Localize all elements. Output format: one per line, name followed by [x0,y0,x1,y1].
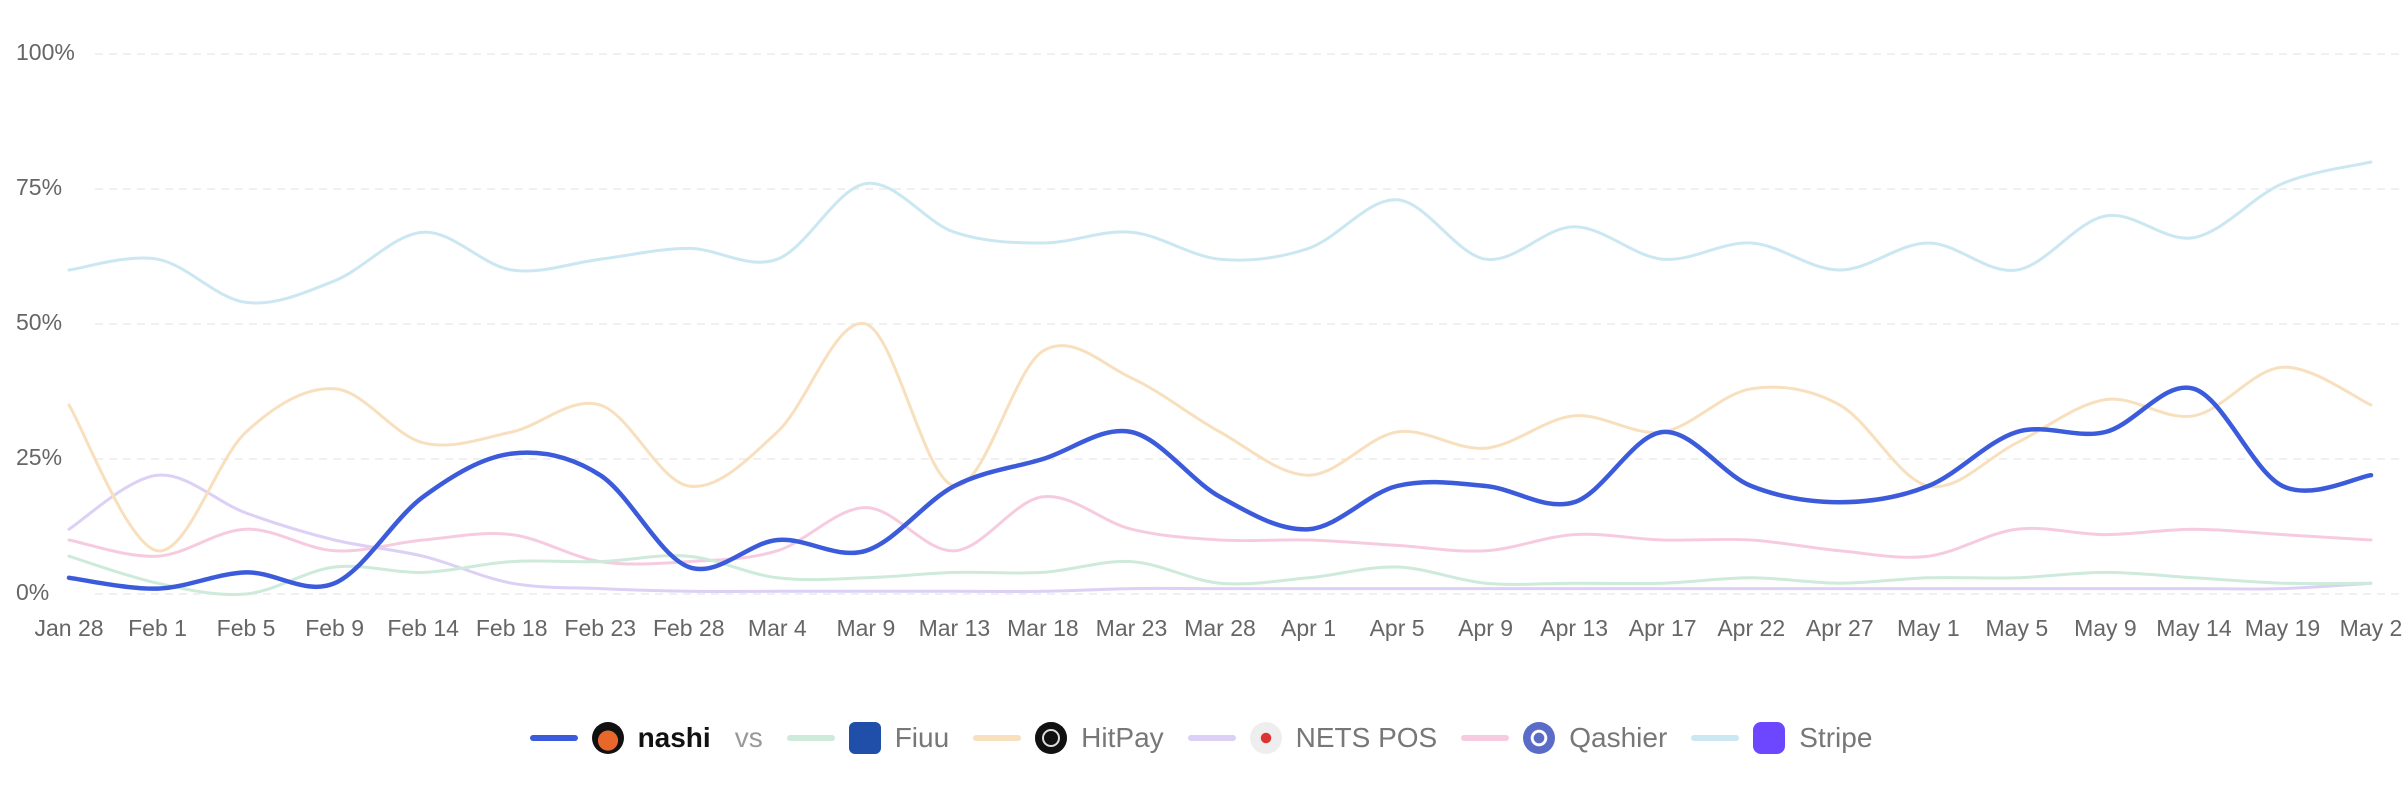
x-tick-label: Mar 13 [919,615,991,641]
legend-icon [1249,722,1282,754]
legend-label: Qashier [1569,722,1668,753]
x-tick-label: Mar 9 [836,615,895,641]
x-tick-label: Apr 22 [1717,615,1785,641]
x-tick-label: Apr 5 [1370,615,1425,641]
x-tick-label: May 19 [2245,615,2320,641]
legend-swatch [1187,735,1236,741]
x-tick-label: Feb 1 [128,615,187,641]
legend-icon [848,722,881,754]
x-tick-label: Feb 18 [476,615,548,641]
y-tick-label: 100% [16,39,75,65]
legend-icon [1523,722,1556,754]
series-line [67,160,2373,305]
x-tick-label: Feb 5 [217,615,276,641]
series-line [67,495,2373,566]
legend-label: Fiuu [894,722,950,753]
x-tick-label: Jan 28 [34,615,103,641]
legend-swatch [529,735,578,741]
legend-icon [1035,722,1068,754]
legend-item: Stripe [1691,722,1872,754]
x-tick-label: Apr 1 [1281,615,1336,641]
y-tick-label: 0% [16,579,49,605]
x-tick-label: Apr 17 [1629,615,1697,641]
x-tick-label: Apr 9 [1458,615,1513,641]
legend-label: HitPay [1081,722,1164,753]
x-tick-label: May 14 [2156,615,2232,641]
legend-swatch [1461,735,1510,741]
series-line [66,385,2374,591]
legend-item: Qashier [1461,722,1667,754]
x-tick-label: Mar 28 [1184,615,1256,641]
x-tick-label: Mar 4 [748,615,807,641]
legend-label: nashi [637,722,711,753]
x-tick-label: May 2 [2340,615,2402,641]
legend-icon [591,722,624,754]
x-tick-label: Apr 13 [1540,615,1608,641]
x-tick-label: May 5 [1986,615,2049,641]
legend-item: HitPay [973,722,1164,754]
x-tick-label: Feb 28 [653,615,725,641]
y-tick-label: 75% [16,174,62,200]
series-line [67,473,2373,593]
legend-item: Fiuu [786,722,950,754]
legend-separator: vs [734,722,763,753]
legend-item: NETS POS [1187,722,1438,754]
legend-icon [1753,722,1786,754]
y-tick-label: 25% [16,444,62,470]
legend-swatch [973,735,1022,741]
series-line [67,554,2373,597]
x-tick-label: May 1 [1897,615,1960,641]
legend-swatch [1691,735,1740,741]
x-tick-label: Apr 27 [1806,615,1874,641]
series-line [67,322,2373,553]
x-tick-label: May 9 [2074,615,2137,641]
x-tick-label: Feb 9 [305,615,364,641]
legend-swatch [786,735,835,741]
legend: nashi vs Fiuu HitPay NETS POS Qashier Stripe [0,715,2402,761]
chart: 0% 25% 50% 75% 100% Jan 28 Feb 1 Feb 5 Feb 9 Feb … [16,39,2402,641]
legend-label: Stripe [1799,722,1873,753]
y-tick-label: 50% [16,309,62,335]
legend-label: NETS POS [1295,722,1438,753]
x-tick-label: Feb 14 [387,615,459,641]
x-tick-label: Mar 23 [1096,615,1168,641]
x-tick-label: Feb 23 [564,615,636,641]
legend-item: nashi [529,722,711,754]
x-tick-label: Mar 18 [1007,615,1079,641]
